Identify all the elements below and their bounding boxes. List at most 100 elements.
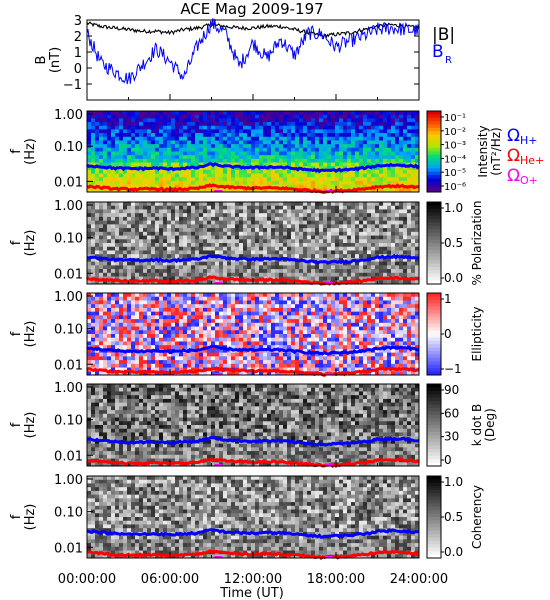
cell xyxy=(167,213,172,218)
colorbar-segment xyxy=(427,229,441,234)
cell xyxy=(263,180,268,186)
cell xyxy=(319,216,324,222)
cell xyxy=(355,246,360,251)
cell xyxy=(415,216,420,222)
cell xyxy=(135,276,140,281)
cell xyxy=(271,307,276,313)
cell xyxy=(167,144,172,149)
cell xyxy=(295,307,300,313)
cell xyxy=(259,330,264,335)
cell xyxy=(299,246,304,251)
cell xyxy=(195,265,200,270)
cell xyxy=(255,293,260,298)
colorbar-segment xyxy=(427,131,441,136)
cell xyxy=(295,261,300,266)
cell xyxy=(239,231,244,236)
cell xyxy=(215,205,220,210)
cell xyxy=(247,144,252,149)
cell xyxy=(251,180,256,186)
cell xyxy=(291,133,296,138)
cell xyxy=(211,228,216,233)
cell xyxy=(407,228,412,233)
cell xyxy=(291,213,296,218)
cell xyxy=(115,254,120,259)
cell xyxy=(223,334,228,339)
cell xyxy=(195,231,200,236)
cell xyxy=(107,352,112,357)
colorbar-segment xyxy=(427,273,441,278)
cell xyxy=(87,155,92,160)
cell xyxy=(331,122,336,127)
cell xyxy=(247,224,252,229)
colorbar-segment xyxy=(427,219,441,223)
cell xyxy=(367,125,372,130)
cell xyxy=(255,111,260,116)
cell xyxy=(387,257,392,263)
cell xyxy=(119,334,124,339)
cell xyxy=(399,280,404,285)
cell xyxy=(295,239,300,244)
cell xyxy=(175,177,180,182)
cell xyxy=(279,220,284,225)
cell xyxy=(171,345,176,350)
cell xyxy=(199,111,204,116)
cell xyxy=(323,239,328,244)
cell xyxy=(283,276,288,281)
cell xyxy=(239,235,244,240)
cell xyxy=(163,136,168,141)
cell xyxy=(195,180,200,186)
cell xyxy=(239,158,244,163)
cell xyxy=(227,111,232,116)
cell xyxy=(195,140,200,145)
cell xyxy=(391,114,396,119)
cell xyxy=(107,341,112,346)
cell xyxy=(287,122,292,127)
cell xyxy=(403,180,408,186)
cell xyxy=(123,129,128,134)
cell xyxy=(87,122,92,127)
cell xyxy=(183,111,188,116)
cell xyxy=(151,334,156,339)
cell xyxy=(303,118,308,123)
cell xyxy=(127,345,132,350)
cell xyxy=(143,205,148,210)
cell xyxy=(327,209,332,214)
cell xyxy=(191,220,196,225)
cell xyxy=(187,293,192,298)
cell xyxy=(95,173,100,178)
colorbar-segment xyxy=(427,134,441,139)
cell xyxy=(407,125,412,130)
cell xyxy=(187,269,192,274)
cell xyxy=(251,118,256,123)
cell xyxy=(143,296,148,301)
cell xyxy=(199,330,204,335)
cell xyxy=(103,363,108,368)
cell xyxy=(239,155,244,160)
cell xyxy=(95,265,100,270)
cell xyxy=(383,114,388,119)
cell xyxy=(91,371,96,376)
cell xyxy=(283,151,288,156)
cell xyxy=(127,239,132,244)
legend-cyclotron-symbol: Ω xyxy=(507,166,520,186)
cell xyxy=(251,239,256,244)
cell xyxy=(227,224,232,229)
cell xyxy=(175,341,180,346)
cell xyxy=(415,118,420,123)
cell xyxy=(407,188,412,193)
cell xyxy=(183,272,188,277)
cell xyxy=(247,330,252,335)
cell xyxy=(119,367,124,372)
cell xyxy=(143,360,148,365)
cell xyxy=(271,293,276,298)
cell xyxy=(355,184,360,189)
cell xyxy=(383,220,388,225)
cell xyxy=(287,360,292,365)
cell xyxy=(139,147,144,152)
cell xyxy=(259,231,264,236)
cell xyxy=(247,261,252,266)
cell xyxy=(331,140,336,145)
cell xyxy=(399,228,404,233)
cell xyxy=(399,111,404,116)
cell xyxy=(95,177,100,182)
